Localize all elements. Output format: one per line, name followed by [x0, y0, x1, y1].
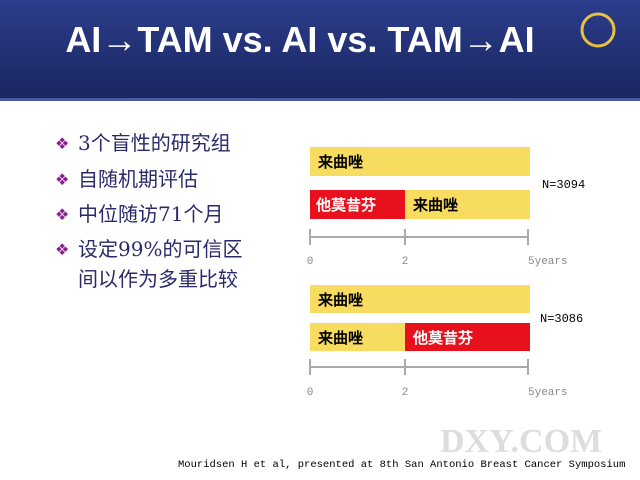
citation: Mouridsen H et al, presented at 8th San …	[178, 459, 625, 471]
bar-segment	[310, 190, 405, 219]
bar-label: 他莫昔芬	[412, 329, 474, 347]
tick-label: 5years	[528, 387, 568, 399]
n-label: N=3094	[542, 178, 585, 192]
bar-label: 来曲唑	[317, 153, 363, 171]
bullet-icon: ❖	[55, 205, 69, 224]
diagram: 来曲唑 他莫昔芬 来曲唑 N=3094 0 2 5years	[307, 147, 585, 268]
bar-label: 来曲唑	[317, 291, 363, 309]
bar-segment	[405, 323, 530, 351]
tick-label: 5years	[528, 256, 568, 268]
tick-label: 2	[402, 387, 409, 399]
tick-label: 2	[402, 256, 409, 268]
bar-segment	[405, 190, 530, 219]
bullet: 间以作为多重比较	[78, 267, 238, 291]
bullet: 设定99%的可信区	[78, 237, 242, 261]
bullet: 自随机期评估	[78, 167, 198, 191]
bullet-icon: ❖	[55, 170, 69, 189]
watermark: DXY.COM	[440, 423, 602, 460]
tick-label: 0	[307, 256, 314, 268]
diagram: 来曲唑 来曲唑 他莫昔芬 N=3086 0 2 5years	[307, 285, 583, 399]
bar-segment	[310, 147, 530, 176]
bar-label: 来曲唑	[412, 196, 458, 214]
bar-segment	[310, 285, 530, 313]
logo	[580, 12, 616, 48]
bullet-list: ❖ 3个盲性的研究组 ❖ 自随机期评估 ❖ 中位随访71个月 ❖ 设定99%的可…	[55, 131, 242, 291]
bullet-icon: ❖	[55, 134, 69, 153]
header-band	[0, 0, 640, 98]
tick-label: 0	[307, 387, 314, 399]
header-rule	[0, 98, 640, 101]
bullet: 中位随访71个月	[78, 202, 223, 226]
n-label: N=3086	[540, 312, 583, 326]
bullet: 3个盲性的研究组	[78, 131, 231, 155]
bar-label: 来曲唑	[317, 329, 363, 347]
bar-segment	[310, 323, 405, 351]
bar-label: 他莫昔芬	[315, 196, 377, 214]
title: AI→TAM vs. AI vs. TAM→AI	[65, 19, 534, 60]
bullet-icon: ❖	[55, 240, 69, 259]
